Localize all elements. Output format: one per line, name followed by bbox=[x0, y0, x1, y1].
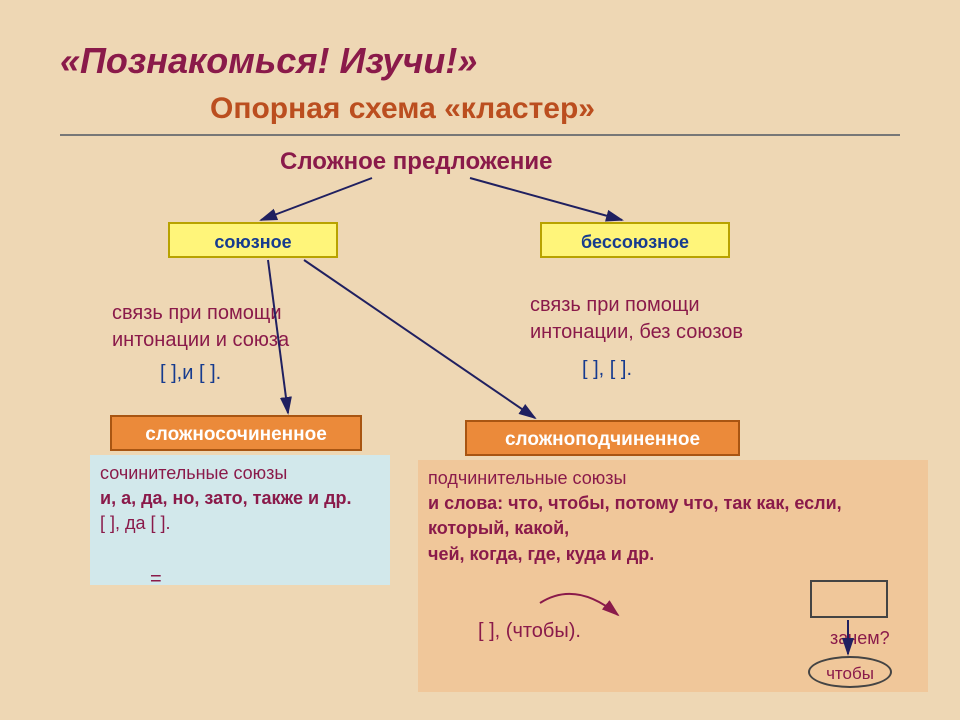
arrow bbox=[540, 594, 618, 615]
arrows-layer bbox=[0, 0, 960, 720]
arrow bbox=[304, 260, 535, 418]
arrow bbox=[470, 178, 622, 220]
arrow bbox=[261, 178, 372, 220]
arrow bbox=[268, 260, 288, 413]
